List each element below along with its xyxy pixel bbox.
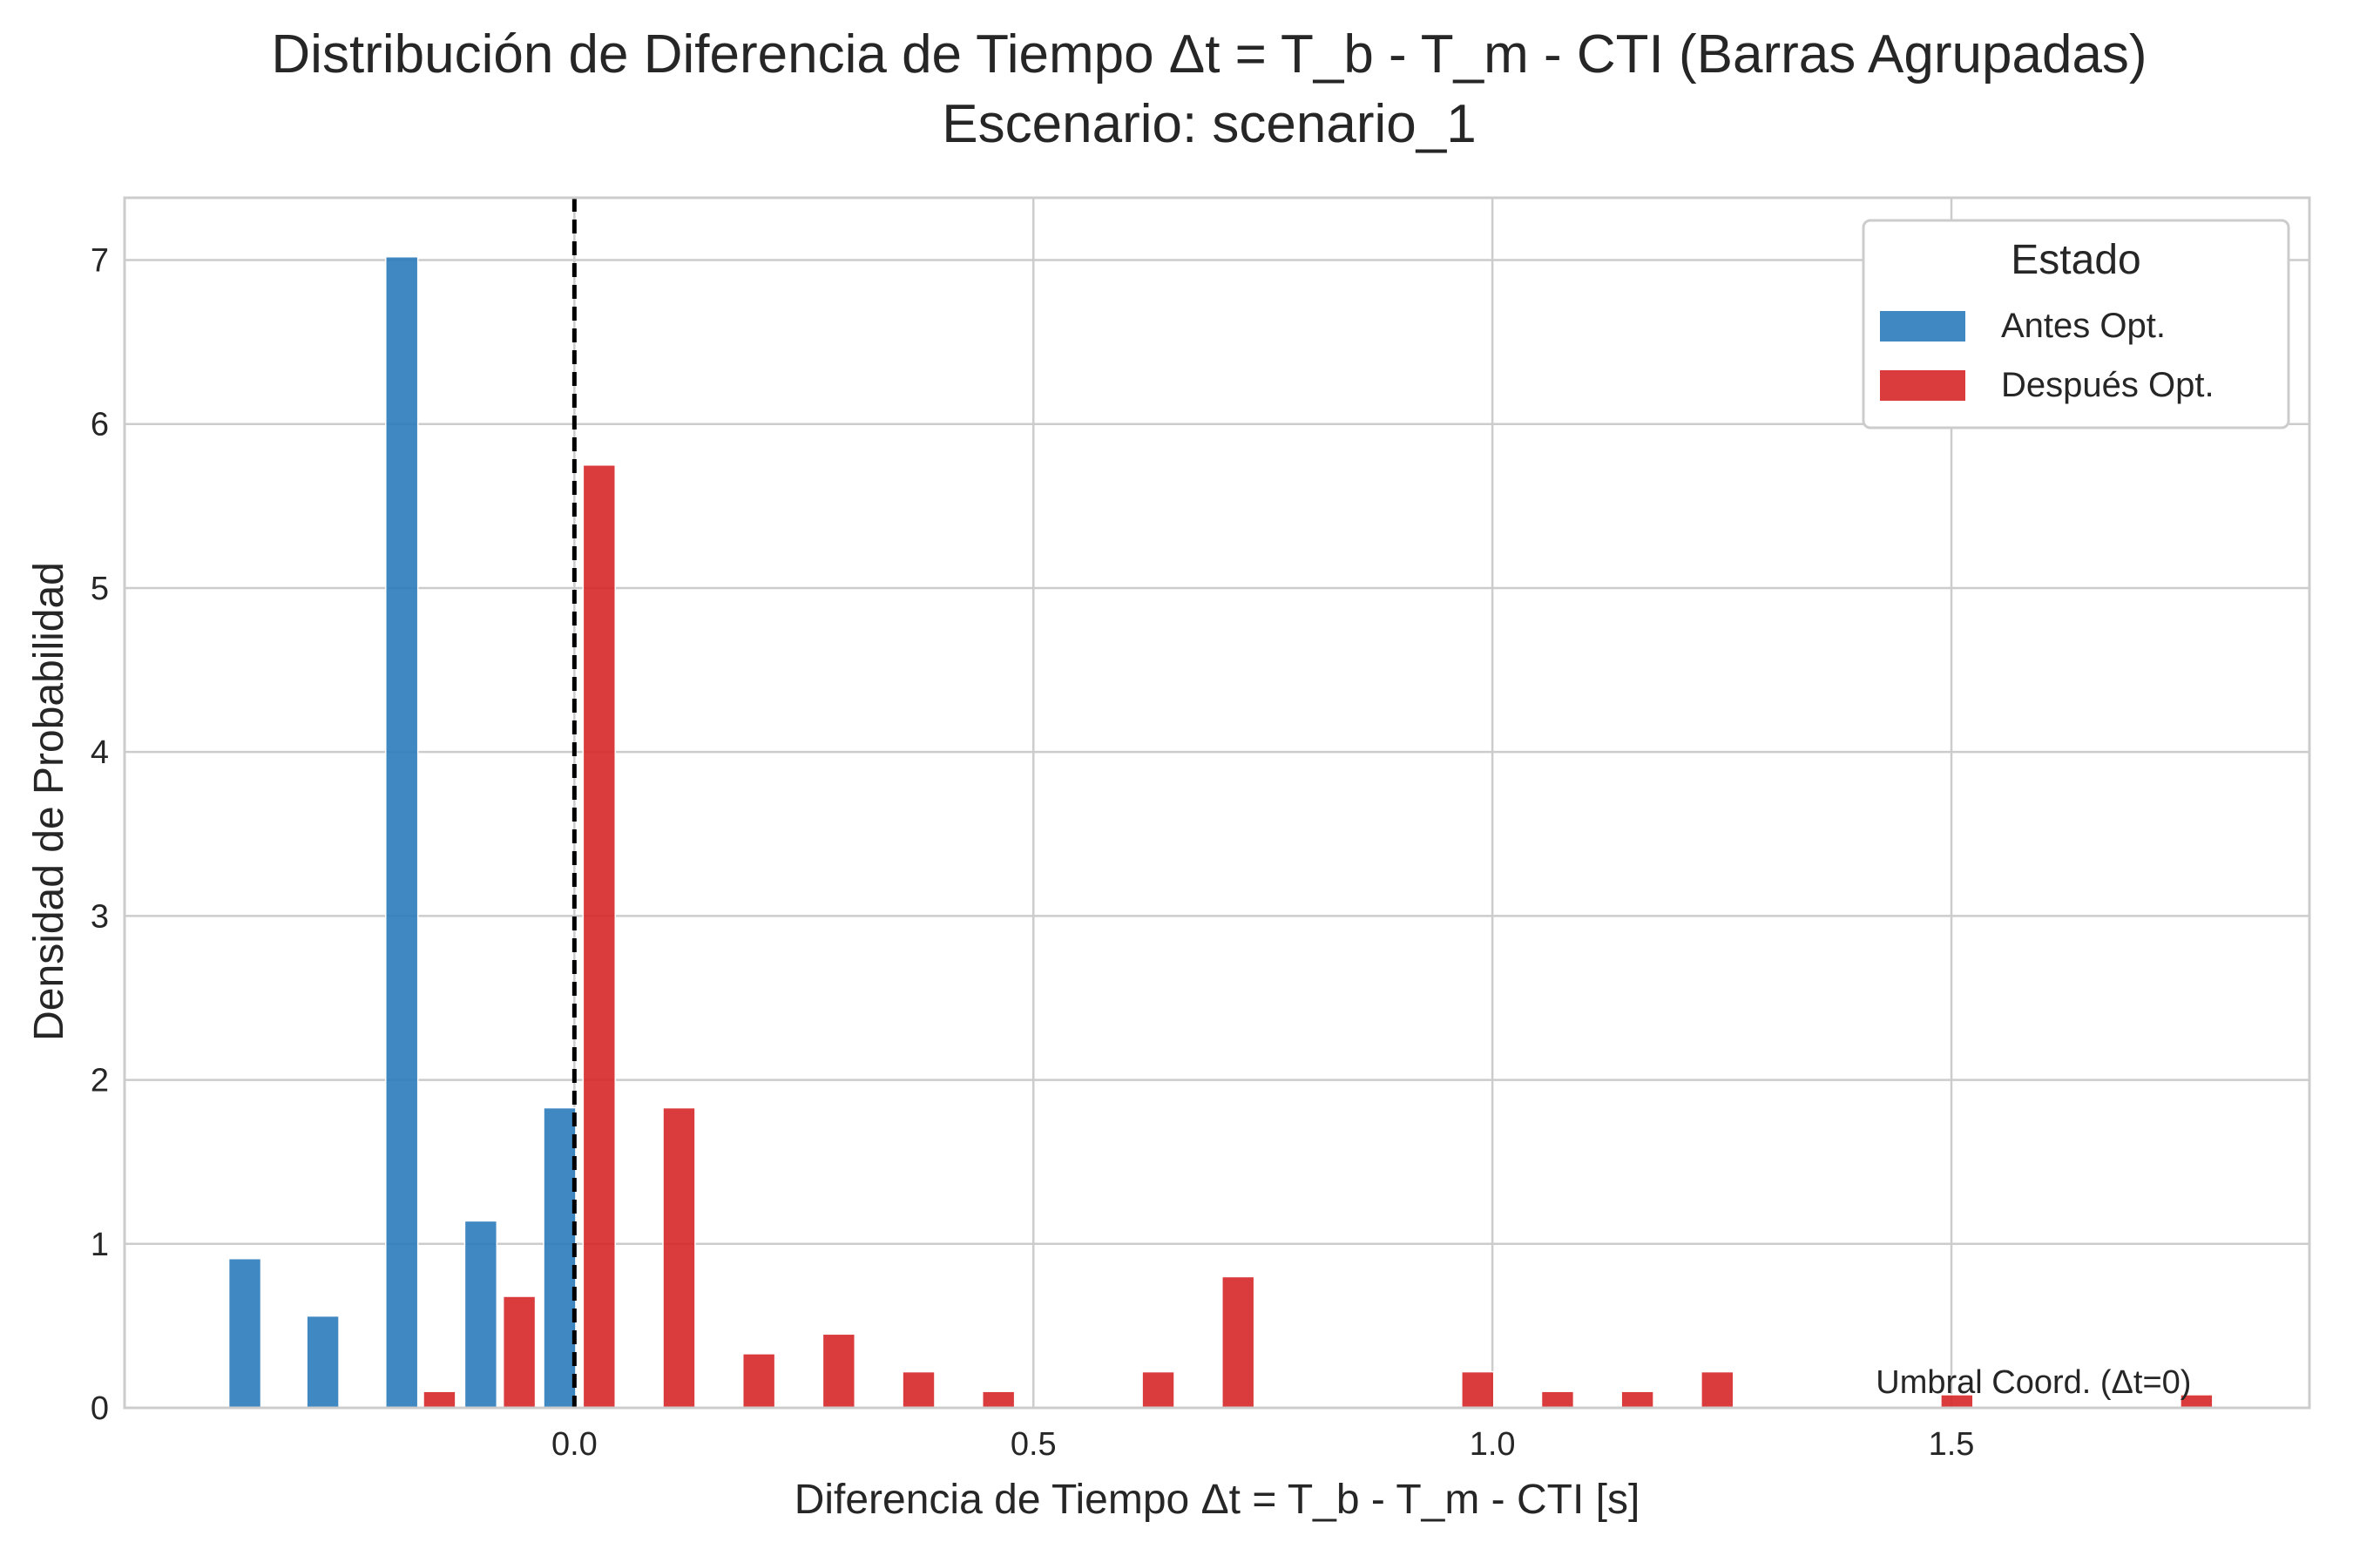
bar-despues-opt (1461, 1370, 1495, 1409)
plot-frame (123, 196, 2311, 1410)
bar-despues-opt (982, 1390, 1016, 1409)
bar-antes-opt (227, 1257, 262, 1409)
x-tick-label: 1.0 (1470, 1426, 1516, 1463)
bar-despues-opt (822, 1333, 856, 1409)
y-tick-label: 7 (91, 243, 109, 280)
y-tick-label: 2 (91, 1063, 109, 1099)
legend-label-despues: Después Opt. (2001, 366, 2214, 404)
y-tick-label: 5 (91, 571, 109, 607)
threshold-annotation: Umbral Coord. (Δt=0) (1876, 1364, 2191, 1401)
legend-swatch-antes (1880, 311, 1965, 342)
chart-title: Distribución de Diferencia de Tiempo Δt … (271, 24, 2147, 85)
bar-despues-opt (1141, 1370, 1175, 1409)
bar-despues-opt (1540, 1390, 1575, 1409)
y-tick-label: 4 (91, 734, 109, 771)
bar-antes-opt (463, 1220, 498, 1409)
bar-despues-opt (1221, 1275, 1255, 1409)
x-tick-label: 0.0 (551, 1426, 598, 1463)
bar-despues-opt (902, 1370, 936, 1409)
bar-despues-opt (502, 1295, 537, 1409)
legend-label-antes: Antes Opt. (2001, 307, 2166, 345)
y-tick-labels: 0 1 2 3 4 5 6 7 (91, 243, 109, 1427)
bar-antes-opt (306, 1315, 340, 1409)
x-tick-label: 0.5 (1011, 1426, 1057, 1463)
legend-box (1862, 219, 2290, 429)
y-tick-label: 6 (91, 407, 109, 443)
y-tick-label: 0 (91, 1390, 109, 1427)
bar-despues-opt (1700, 1370, 1734, 1409)
y-tick-label: 3 (91, 898, 109, 935)
x-axis-label: Diferencia de Tiempo Δt = T_b - T_m - CT… (794, 1477, 1640, 1523)
bar-antes-opt (385, 256, 419, 1409)
bar-despues-opt (662, 1106, 696, 1409)
bars (227, 256, 2214, 1409)
y-axis-label: Densidad de Probabilidad (26, 562, 72, 1041)
bar-despues-opt (741, 1353, 776, 1409)
legend-title: Estado (2011, 237, 2140, 283)
y-tick-label: 1 (91, 1227, 109, 1263)
bar-antes-opt (543, 1106, 577, 1409)
bar-despues-opt (1620, 1390, 1654, 1409)
bar-despues-opt (582, 464, 616, 1409)
legend-swatch-despues (1880, 370, 1965, 401)
legend: Estado Antes Opt. Después Opt. (1862, 219, 2290, 429)
bar-despues-opt (423, 1390, 456, 1409)
chart-subtitle: Escenario: scenario_1 (942, 94, 1476, 154)
x-tick-label: 1.5 (1929, 1426, 1975, 1463)
x-tick-labels: 0.0 0.5 1.0 1.5 (551, 1426, 1975, 1463)
